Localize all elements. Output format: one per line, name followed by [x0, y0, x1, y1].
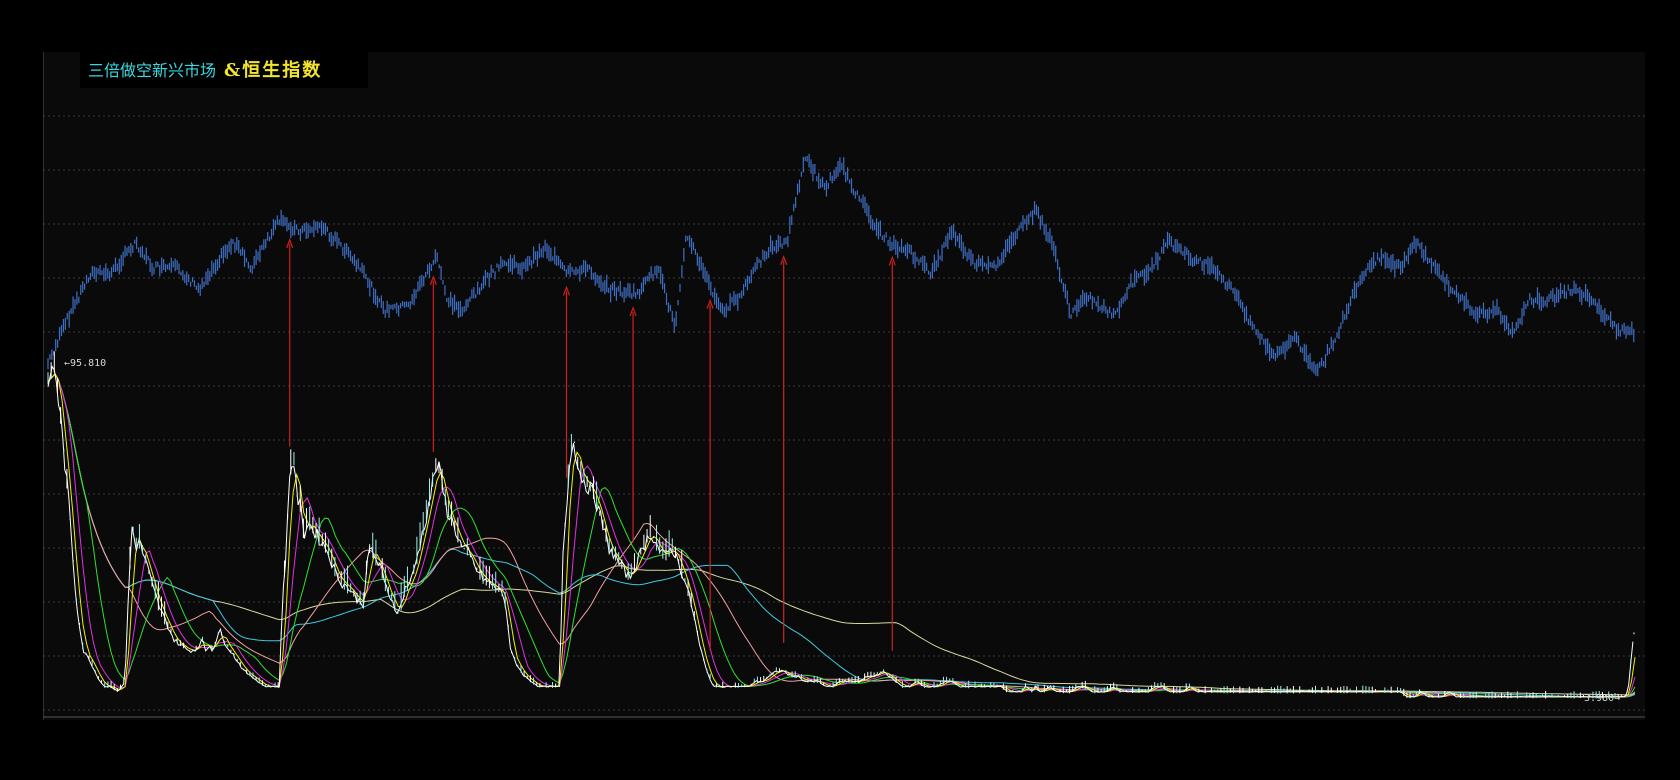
ma-line-96 — [47, 373, 1636, 696]
arrow-up-icon — [629, 306, 637, 317]
ma-line-1 — [47, 365, 1634, 698]
arrow-right-icon: → — [1614, 693, 1621, 704]
ma-line-6 — [47, 373, 1636, 698]
arrow-up-icon — [888, 255, 896, 266]
max-value-marker: ←95.810 — [64, 358, 106, 369]
min-value-label: 3.980 — [1584, 693, 1615, 704]
arrow-up-icon — [562, 285, 571, 296]
chart-area — [43, 52, 1645, 720]
min-value-marker: 3.980→ — [1584, 693, 1620, 704]
arrow-up-icon — [780, 255, 788, 265]
chart-plot — [43, 52, 1645, 720]
arrow-up-icon — [286, 238, 294, 249]
title-primary: 三倍做空新兴市场 — [88, 61, 217, 80]
arrow-up-icon — [706, 298, 714, 309]
max-value-label: 95.810 — [70, 358, 107, 369]
arrow-up-icon — [429, 275, 437, 286]
chart-title: 三倍做空新兴市场 &恒生指数 — [80, 50, 368, 88]
arrow-left-icon: ← — [64, 358, 71, 369]
title-secondary: &恒生指数 — [224, 60, 323, 81]
